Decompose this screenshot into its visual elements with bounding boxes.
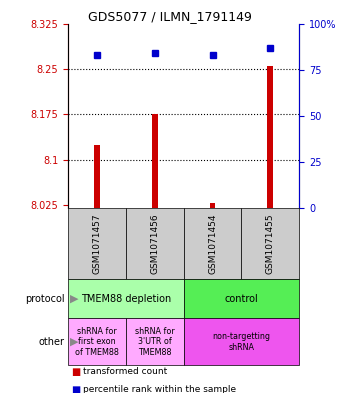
Text: ▶: ▶ <box>70 294 78 304</box>
Text: protocol: protocol <box>25 294 65 304</box>
Text: GDS5077 / ILMN_1791149: GDS5077 / ILMN_1791149 <box>88 10 252 23</box>
Text: ▶: ▶ <box>70 337 78 347</box>
Bar <box>152 114 158 208</box>
Bar <box>126 208 184 279</box>
Text: transformed count: transformed count <box>83 367 168 376</box>
Text: control: control <box>224 294 258 304</box>
Bar <box>184 208 241 279</box>
Bar <box>68 318 126 365</box>
Text: ■: ■ <box>71 385 81 393</box>
Text: shRNA for
3'UTR of
TMEM88: shRNA for 3'UTR of TMEM88 <box>135 327 174 357</box>
Bar <box>184 279 299 318</box>
Bar <box>241 208 299 279</box>
Text: ■: ■ <box>71 367 81 377</box>
Bar <box>184 318 299 365</box>
Bar <box>210 204 216 208</box>
Bar <box>68 279 184 318</box>
Text: GSM1071456: GSM1071456 <box>150 213 159 274</box>
Text: shRNA for
first exon
of TMEM88: shRNA for first exon of TMEM88 <box>75 327 119 357</box>
Bar <box>126 318 184 365</box>
Text: TMEM88 depletion: TMEM88 depletion <box>81 294 171 304</box>
Text: other: other <box>39 337 65 347</box>
Bar <box>268 66 273 208</box>
Text: GSM1071455: GSM1071455 <box>266 213 275 274</box>
Bar <box>94 145 100 208</box>
Text: GSM1071454: GSM1071454 <box>208 213 217 274</box>
Text: GSM1071457: GSM1071457 <box>92 213 101 274</box>
Bar <box>68 208 126 279</box>
Text: percentile rank within the sample: percentile rank within the sample <box>83 385 236 393</box>
Text: non-targetting
shRNA: non-targetting shRNA <box>212 332 270 352</box>
